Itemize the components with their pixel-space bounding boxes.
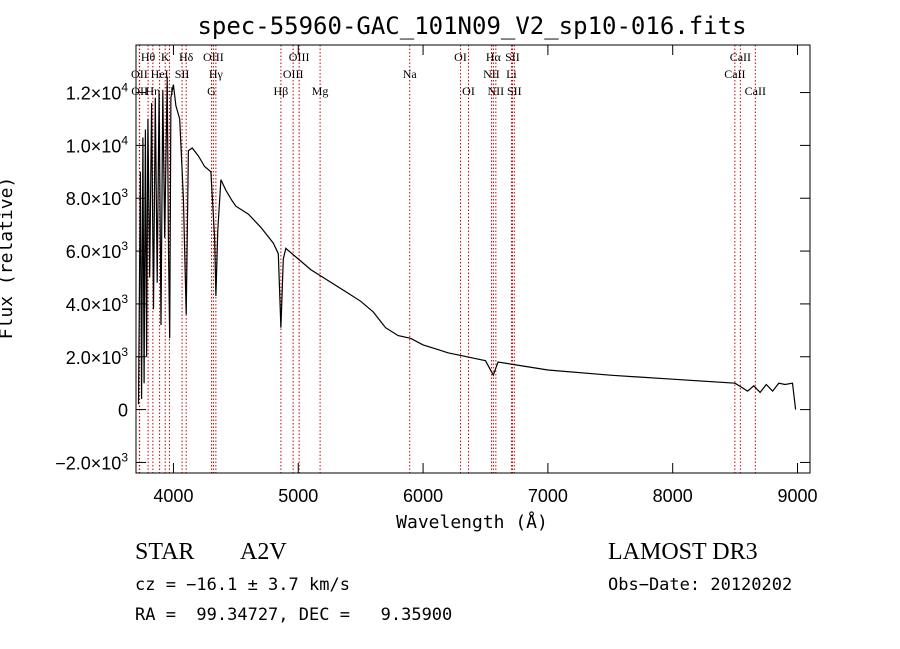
spectrum-series-line <box>137 76 797 410</box>
plot-frame <box>135 44 811 474</box>
y-tick-label: 2.0×103 <box>66 345 129 368</box>
spectral-line-label: SII <box>505 50 520 64</box>
spectral-line-label: Mg <box>312 84 329 98</box>
spectral-line-label: OII <box>131 67 148 81</box>
spectral-line-label: Hθ <box>141 50 156 64</box>
spectral-line-label: H <box>165 84 174 98</box>
spectral-line-label: Hγ <box>209 67 224 81</box>
spectral-line-label: OI <box>462 84 475 98</box>
spectral-line-markers <box>138 45 756 473</box>
observation-date: Obs−Date: 20120202 <box>608 575 792 595</box>
x-axis-ticks: 4000 5000 6000 7000 8000 9000 <box>153 45 818 506</box>
x-tick-label: 5000 <box>278 486 318 506</box>
y-axis-ticks: −2.0×103 0 2.0×103 4.0×103 6.0×103 8.0×103 1.0… <box>55 81 810 473</box>
spectral-line-label: Li <box>506 67 517 81</box>
y-tick-label: 1.0×104 <box>66 133 129 156</box>
spectral-line-label: OI <box>454 50 467 64</box>
x-tick-label: 7000 <box>528 486 568 506</box>
spectral-line-label: OIII <box>203 50 224 64</box>
spectral-line-label: SII <box>175 67 190 81</box>
survey-name: LAMOST DR3 <box>608 539 758 565</box>
y-tick-label: 4.0×103 <box>66 292 129 315</box>
chart-title: spec-55960-GAC_101N09_V2_sp10-016.fits <box>197 12 746 40</box>
spectral-line-label: OII <box>131 84 148 98</box>
ra-dec-coordinates: RA = 99.34727, DEC = 9.35900 <box>135 605 452 625</box>
spectral-line-label: Na <box>403 67 418 81</box>
redshift-cz: cz = −16.1 ± 3.7 km/s <box>135 575 350 595</box>
spectral-line-label: OIII <box>283 67 304 81</box>
spectral-line-label: NII <box>488 84 505 98</box>
x-tick-label: 9000 <box>777 486 817 506</box>
x-axis-label: Wavelength (Å) <box>396 511 548 533</box>
spectral-line-label: HeI <box>151 67 169 81</box>
spectral-line-label: SII <box>507 84 522 98</box>
spectral-line-label: G <box>207 84 216 98</box>
spectral-line-label: Hα <box>486 50 502 64</box>
object-subclass: A2V <box>240 539 287 565</box>
x-tick-label: 6000 <box>403 486 443 506</box>
spectral-line-label: CaII <box>730 50 751 64</box>
y-axis-label: Flux (relative) <box>0 177 17 340</box>
spectral-line-label: CaII <box>724 67 745 81</box>
spectral-line-label: NII <box>483 67 500 81</box>
spectral-line-label: Hβ <box>274 84 289 98</box>
spectral-line-label: CaII <box>745 84 766 98</box>
y-tick-label: 0 <box>118 401 128 421</box>
y-tick-label: 1.2×104 <box>66 81 129 104</box>
x-tick-label: 8000 <box>653 486 693 506</box>
y-tick-label: −2.0×103 <box>55 450 128 473</box>
y-tick-label: 6.0×103 <box>66 239 129 262</box>
y-tick-label: 8.0×103 <box>66 186 129 209</box>
spectral-line-label: Hδ <box>179 50 194 64</box>
spectral-line-label: K <box>161 50 170 64</box>
spectral-line-label: OIII <box>289 50 310 64</box>
x-tick-label: 4000 <box>153 486 193 506</box>
object-class: STAR <box>135 539 194 565</box>
spectral-line-label: Hη <box>145 84 160 98</box>
